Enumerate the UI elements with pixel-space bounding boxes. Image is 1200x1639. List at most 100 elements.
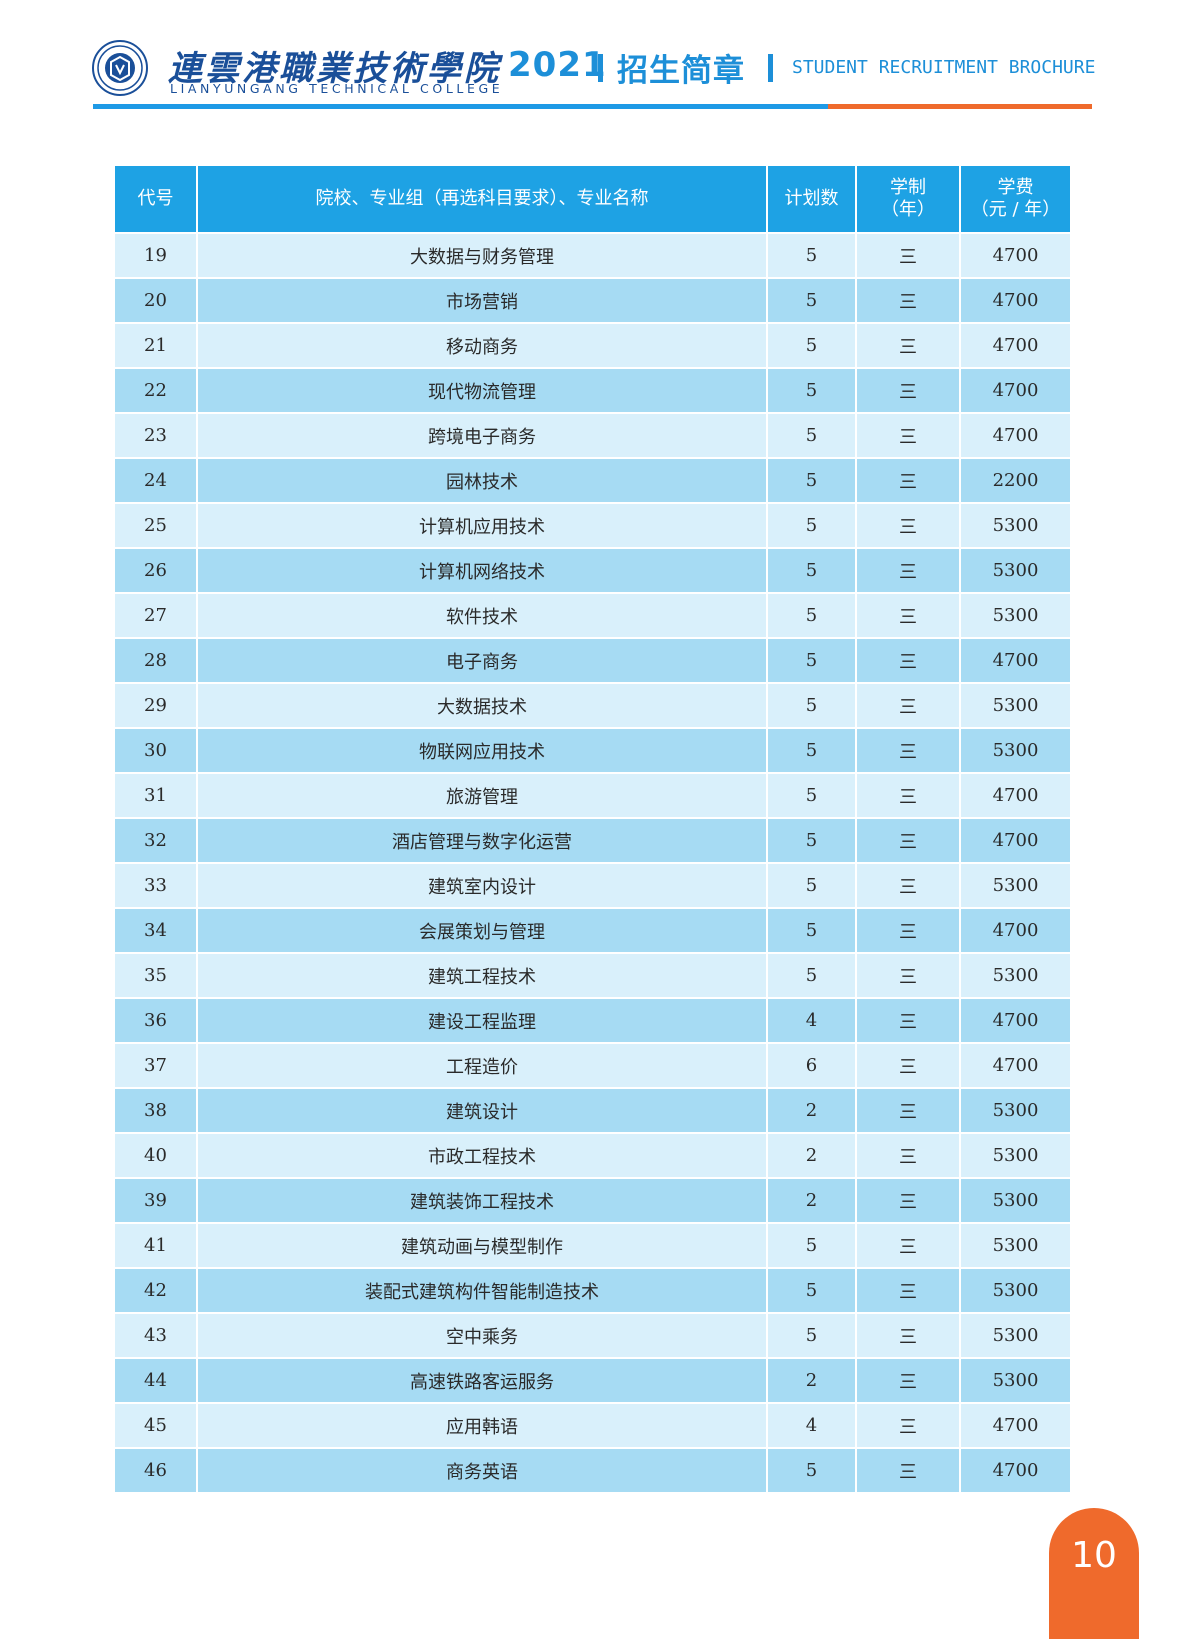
cell-tuition: 4700 bbox=[960, 907, 1070, 953]
cell-tuition: 5300 bbox=[960, 727, 1070, 773]
brochure-year: 2021 bbox=[508, 45, 607, 85]
cell-plan-count: 5 bbox=[767, 637, 857, 683]
cell-major-name: 会展策划与管理 bbox=[197, 907, 768, 953]
cell-plan-count: 5 bbox=[767, 907, 857, 953]
cell-tuition: 5300 bbox=[960, 862, 1070, 908]
table-row: 19 大数据与财务管理 5 三 4700 bbox=[115, 232, 1070, 278]
table-row: 27 软件技术 5 三 5300 bbox=[115, 592, 1070, 638]
table-row: 31 旅游管理 5 三 4700 bbox=[115, 772, 1070, 818]
cell-major-name: 计算机应用技术 bbox=[197, 502, 768, 548]
table-row: 45 应用韩语 4 三 4700 bbox=[115, 1402, 1070, 1448]
cell-code: 28 bbox=[115, 637, 198, 683]
cell-code: 23 bbox=[115, 412, 198, 458]
college-emblem-icon bbox=[92, 40, 148, 96]
cell-major-name: 装配式建筑构件智能制造技术 bbox=[197, 1267, 768, 1313]
cell-code: 34 bbox=[115, 907, 198, 953]
cell-major-name: 市政工程技术 bbox=[197, 1132, 768, 1178]
cell-code: 24 bbox=[115, 457, 198, 503]
cell-major-name: 物联网应用技术 bbox=[197, 727, 768, 773]
college-name-en: LIANYUNGANG TECHNICAL COLLEGE bbox=[170, 81, 504, 96]
cell-duration: 三 bbox=[856, 1357, 961, 1403]
cell-major-name: 电子商务 bbox=[197, 637, 768, 683]
cell-code: 38 bbox=[115, 1087, 198, 1133]
cell-code: 30 bbox=[115, 727, 198, 773]
cell-tuition: 2200 bbox=[960, 457, 1070, 503]
enrollment-plan-table: 代号 院校、专业组（再选科目要求）、专业名称 计划数 学制 （年） 学费 （元 / … bbox=[115, 166, 1070, 1492]
page-number-tab: 10 bbox=[1049, 1508, 1139, 1639]
cell-code: 21 bbox=[115, 322, 198, 368]
cell-major-name: 建设工程监理 bbox=[197, 997, 768, 1043]
cell-plan-count: 4 bbox=[767, 997, 857, 1043]
table-row: 42 装配式建筑构件智能制造技术 5 三 5300 bbox=[115, 1267, 1070, 1313]
column-header-major-name: 院校、专业组（再选科目要求）、专业名称 bbox=[197, 166, 768, 233]
cell-major-name: 应用韩语 bbox=[197, 1402, 768, 1448]
column-header-code: 代号 bbox=[115, 166, 198, 233]
cell-duration: 三 bbox=[856, 502, 961, 548]
cell-code: 37 bbox=[115, 1042, 198, 1088]
cell-plan-count: 5 bbox=[767, 682, 857, 728]
brochure-title-en: STUDENT RECRUITMENT BROCHURE bbox=[792, 57, 1096, 78]
cell-major-name: 建筑动画与模型制作 bbox=[197, 1222, 768, 1268]
cell-major-name: 建筑工程技术 bbox=[197, 952, 768, 998]
cell-tuition: 4700 bbox=[960, 322, 1070, 368]
cell-tuition: 4700 bbox=[960, 1447, 1070, 1492]
cell-duration: 三 bbox=[856, 1132, 961, 1178]
cell-major-name: 工程造价 bbox=[197, 1042, 768, 1088]
cell-plan-count: 5 bbox=[767, 457, 857, 503]
cell-plan-count: 2 bbox=[767, 1357, 857, 1403]
cell-major-name: 旅游管理 bbox=[197, 772, 768, 818]
cell-plan-count: 5 bbox=[767, 412, 857, 458]
page-header: 連雲港職業技術學院 LIANYUNGANG TECHNICAL COLLEGE … bbox=[0, 0, 1200, 112]
cell-code: 20 bbox=[115, 277, 198, 323]
cell-tuition: 5300 bbox=[960, 502, 1070, 548]
cell-major-name: 市场营销 bbox=[197, 277, 768, 323]
cell-tuition: 5300 bbox=[960, 1222, 1070, 1268]
cell-plan-count: 5 bbox=[767, 547, 857, 593]
cell-duration: 三 bbox=[856, 367, 961, 413]
cell-major-name: 建筑装饰工程技术 bbox=[197, 1177, 768, 1223]
cell-tuition: 4700 bbox=[960, 1042, 1070, 1088]
separator-bar bbox=[598, 54, 603, 82]
cell-plan-count: 6 bbox=[767, 1042, 857, 1088]
cell-plan-count: 5 bbox=[767, 367, 857, 413]
cell-duration: 三 bbox=[856, 952, 961, 998]
cell-duration: 三 bbox=[856, 682, 961, 728]
column-header-plan-count: 计划数 bbox=[767, 166, 857, 233]
cell-major-name: 商务英语 bbox=[197, 1447, 768, 1492]
table-row: 41 建筑动画与模型制作 5 三 5300 bbox=[115, 1222, 1070, 1268]
table-row: 20 市场营销 5 三 4700 bbox=[115, 277, 1070, 323]
cell-duration: 三 bbox=[856, 412, 961, 458]
table-row: 26 计算机网络技术 5 三 5300 bbox=[115, 547, 1070, 593]
cell-code: 45 bbox=[115, 1402, 198, 1448]
cell-tuition: 5300 bbox=[960, 682, 1070, 728]
cell-tuition: 4700 bbox=[960, 412, 1070, 458]
cell-code: 36 bbox=[115, 997, 198, 1043]
cell-duration: 三 bbox=[856, 1312, 961, 1358]
cell-code: 27 bbox=[115, 592, 198, 638]
table-row: 30 物联网应用技术 5 三 5300 bbox=[115, 727, 1070, 773]
cell-plan-count: 5 bbox=[767, 502, 857, 548]
brochure-title: 招生简章 bbox=[617, 53, 745, 89]
table-row: 24 园林技术 5 三 2200 bbox=[115, 457, 1070, 503]
cell-duration: 三 bbox=[856, 322, 961, 368]
table-row: 29 大数据技术 5 三 5300 bbox=[115, 682, 1070, 728]
cell-code: 33 bbox=[115, 862, 198, 908]
cell-duration: 三 bbox=[856, 1402, 961, 1448]
cell-code: 32 bbox=[115, 817, 198, 863]
cell-tuition: 4700 bbox=[960, 817, 1070, 863]
cell-major-name: 空中乘务 bbox=[197, 1312, 768, 1358]
cell-code: 44 bbox=[115, 1357, 198, 1403]
cell-tuition: 5300 bbox=[960, 1177, 1070, 1223]
cell-plan-count: 5 bbox=[767, 322, 857, 368]
cell-code: 31 bbox=[115, 772, 198, 818]
cell-code: 25 bbox=[115, 502, 198, 548]
table-row: 25 计算机应用技术 5 三 5300 bbox=[115, 502, 1070, 548]
cell-duration: 三 bbox=[856, 547, 961, 593]
cell-duration: 三 bbox=[856, 1222, 961, 1268]
cell-duration: 三 bbox=[856, 997, 961, 1043]
enrollment-plan-table-container: 代号 院校、专业组（再选科目要求）、专业名称 计划数 学制 （年） 学费 （元 / … bbox=[115, 166, 1070, 1492]
cell-code: 39 bbox=[115, 1177, 198, 1223]
table-row: 35 建筑工程技术 5 三 5300 bbox=[115, 952, 1070, 998]
cell-plan-count: 2 bbox=[767, 1132, 857, 1178]
cell-tuition: 5300 bbox=[960, 1267, 1070, 1313]
